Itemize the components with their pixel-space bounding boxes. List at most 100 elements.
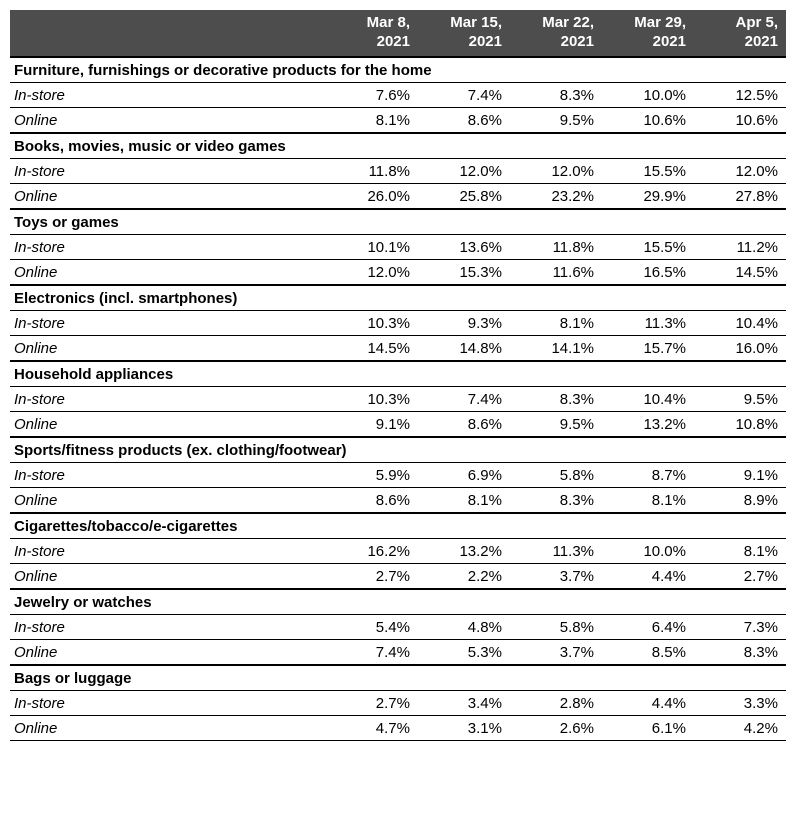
- cell-value: 7.4%: [418, 386, 510, 411]
- row-label: In-store: [10, 538, 326, 563]
- table-row: In-store11.8%12.0%12.0%15.5%12.0%: [10, 158, 786, 183]
- section-header-row: Furniture, furnishings or decorative pro…: [10, 57, 786, 83]
- cell-value: 8.1%: [418, 487, 510, 513]
- column-header: Mar 22,2021: [510, 10, 602, 57]
- cell-value: 7.4%: [418, 82, 510, 107]
- table-row: Online26.0%25.8%23.2%29.9%27.8%: [10, 183, 786, 209]
- column-header: Mar 15, 2021: [418, 10, 510, 57]
- cell-value: 9.5%: [510, 411, 602, 437]
- row-label: Online: [10, 639, 326, 665]
- section-header-row: Electronics (incl. smartphones): [10, 285, 786, 311]
- cell-value: 14.5%: [694, 259, 786, 285]
- cell-value: 12.5%: [694, 82, 786, 107]
- cell-value: 8.1%: [602, 487, 694, 513]
- cell-value: 13.6%: [418, 234, 510, 259]
- column-header: Mar 8, 2021: [326, 10, 418, 57]
- table-row: In-store10.3%7.4%8.3%10.4%9.5%: [10, 386, 786, 411]
- cell-value: 5.8%: [510, 462, 602, 487]
- cell-value: 11.2%: [694, 234, 786, 259]
- column-header-line1: Mar 22,: [542, 14, 594, 31]
- cell-value: 11.6%: [510, 259, 602, 285]
- cell-value: 2.7%: [326, 690, 418, 715]
- cell-value: 12.0%: [510, 158, 602, 183]
- cell-value: 9.3%: [418, 310, 510, 335]
- column-header-line1: Mar 15,: [450, 14, 502, 31]
- row-label: In-store: [10, 158, 326, 183]
- cell-value: 6.9%: [418, 462, 510, 487]
- cell-value: 15.7%: [602, 335, 694, 361]
- cell-value: 13.2%: [418, 538, 510, 563]
- cell-value: 5.3%: [418, 639, 510, 665]
- section-header-row: Household appliances: [10, 361, 786, 387]
- row-label: In-store: [10, 614, 326, 639]
- row-label: Online: [10, 183, 326, 209]
- cell-value: 12.0%: [694, 158, 786, 183]
- cell-value: 8.6%: [418, 107, 510, 133]
- column-header-line2: 2021: [653, 33, 686, 50]
- cell-value: 14.1%: [510, 335, 602, 361]
- section-title: Books, movies, music or video games: [10, 133, 786, 159]
- cell-value: 15.5%: [602, 234, 694, 259]
- cell-value: 2.6%: [510, 715, 602, 740]
- table-row: Online9.1%8.6%9.5%13.2%10.8%: [10, 411, 786, 437]
- table-row: Online2.7%2.2%3.7%4.4%2.7%: [10, 563, 786, 589]
- cell-value: 4.8%: [418, 614, 510, 639]
- cell-value: 8.6%: [326, 487, 418, 513]
- cell-value: 15.3%: [418, 259, 510, 285]
- column-header-line1: Mar 29,: [634, 14, 686, 31]
- cell-value: 2.8%: [510, 690, 602, 715]
- cell-value: 16.2%: [326, 538, 418, 563]
- cell-value: 14.5%: [326, 335, 418, 361]
- cell-value: 11.3%: [602, 310, 694, 335]
- cell-value: 6.1%: [602, 715, 694, 740]
- table-row: Online8.6%8.1%8.3%8.1%8.9%: [10, 487, 786, 513]
- section-header-row: Books, movies, music or video games: [10, 133, 786, 159]
- section-title: Sports/fitness products (ex. clothing/fo…: [10, 437, 786, 463]
- cell-value: 10.0%: [602, 82, 694, 107]
- cell-value: 10.8%: [694, 411, 786, 437]
- cell-value: 4.4%: [602, 690, 694, 715]
- table-row: In-store5.9%6.9%5.8%8.7%9.1%: [10, 462, 786, 487]
- row-label: In-store: [10, 310, 326, 335]
- row-label: Online: [10, 411, 326, 437]
- table-row: In-store16.2%13.2%11.3%10.0%8.1%: [10, 538, 786, 563]
- cell-value: 9.1%: [694, 462, 786, 487]
- table-row: Online4.7%3.1%2.6%6.1%4.2%: [10, 715, 786, 740]
- cell-value: 9.5%: [510, 107, 602, 133]
- section-title: Bags or luggage: [10, 665, 786, 691]
- header-spacer: [10, 10, 326, 57]
- cell-value: 8.6%: [418, 411, 510, 437]
- cell-value: 10.4%: [694, 310, 786, 335]
- cell-value: 11.8%: [510, 234, 602, 259]
- cell-value: 4.2%: [694, 715, 786, 740]
- cell-value: 15.5%: [602, 158, 694, 183]
- row-label: Online: [10, 487, 326, 513]
- cell-value: 10.3%: [326, 386, 418, 411]
- cell-value: 7.6%: [326, 82, 418, 107]
- column-header: Apr 5,2021: [694, 10, 786, 57]
- column-header-line1: Apr 5,: [735, 14, 778, 31]
- section-title: Cigarettes/tobacco/e-cigarettes: [10, 513, 786, 539]
- section-title: Toys or games: [10, 209, 786, 235]
- row-label: Online: [10, 335, 326, 361]
- table-row: Online14.5%14.8%14.1%15.7%16.0%: [10, 335, 786, 361]
- cell-value: 10.6%: [694, 107, 786, 133]
- column-header-line2: 2021: [377, 33, 410, 50]
- row-label: In-store: [10, 234, 326, 259]
- cell-value: 3.7%: [510, 639, 602, 665]
- cell-value: 12.0%: [418, 158, 510, 183]
- cell-value: 10.3%: [326, 310, 418, 335]
- row-label: Online: [10, 259, 326, 285]
- cell-value: 8.1%: [510, 310, 602, 335]
- row-label: Online: [10, 107, 326, 133]
- section-header-row: Jewelry or watches: [10, 589, 786, 615]
- column-header-line2: 2021: [469, 33, 502, 50]
- section-header-row: Sports/fitness products (ex. clothing/fo…: [10, 437, 786, 463]
- section-title: Electronics (incl. smartphones): [10, 285, 786, 311]
- cell-value: 16.0%: [694, 335, 786, 361]
- section-header-row: Toys or games: [10, 209, 786, 235]
- cell-value: 3.1%: [418, 715, 510, 740]
- cell-value: 11.8%: [326, 158, 418, 183]
- column-header-line1: Mar 8,: [367, 14, 410, 31]
- cell-value: 16.5%: [602, 259, 694, 285]
